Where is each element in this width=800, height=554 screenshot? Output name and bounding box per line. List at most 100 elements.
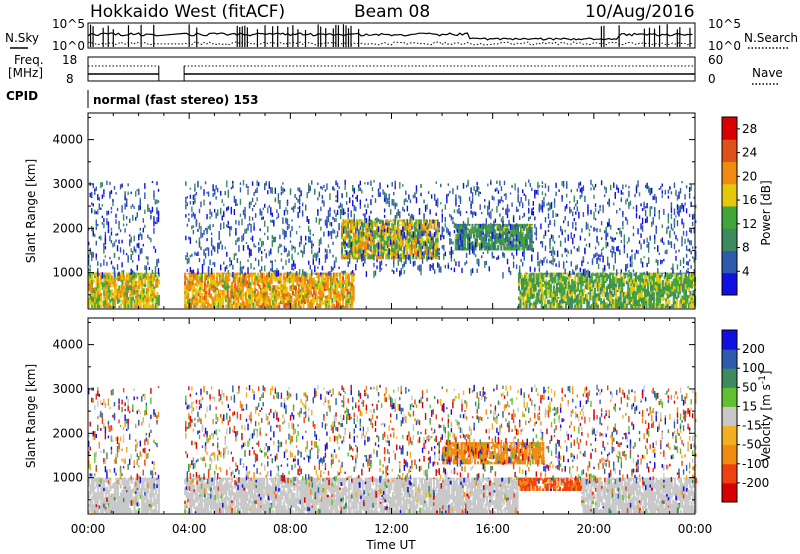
scatter-cell [588, 228, 591, 232]
echo-cell [485, 230, 488, 234]
scatter-cell [257, 241, 260, 246]
echo-cell [266, 299, 269, 304]
echo-cell [200, 280, 203, 283]
echo-cell [259, 288, 263, 290]
scatter-cell [529, 266, 531, 272]
scatter-cell [441, 217, 443, 223]
echo-cell [674, 296, 677, 299]
echo-cell [590, 278, 593, 284]
echo-cell [421, 224, 424, 230]
echo-cell [590, 272, 593, 274]
echo-cell [247, 288, 250, 291]
echo-cell [574, 275, 577, 282]
echo-cell [674, 292, 677, 297]
echo-cell [270, 305, 273, 309]
scatter-cell [499, 199, 501, 204]
echo-cell [519, 275, 522, 279]
echo-cell [116, 276, 119, 282]
scatter-cell [361, 258, 363, 262]
echo-cell [472, 230, 476, 234]
echo-cell [297, 277, 301, 282]
echo-cell [395, 227, 398, 232]
scatter-cell [110, 211, 113, 214]
echo-cell [675, 272, 678, 274]
echo-cell [145, 288, 148, 292]
scatter-cell [194, 193, 196, 197]
echo-cell [401, 250, 404, 256]
scatter-cell [308, 260, 310, 265]
echo-cell [322, 274, 325, 277]
echo-cell [657, 305, 660, 309]
echo-cell [656, 289, 659, 292]
echo-cell [610, 272, 613, 276]
echo-cell [672, 282, 675, 286]
echo-cell [125, 284, 129, 289]
scatter-cell [251, 216, 254, 221]
scatter-cell [443, 227, 445, 232]
echo-cell [583, 280, 586, 283]
echo-cell [378, 254, 381, 260]
scatter-cell [280, 191, 283, 195]
echo-cell [671, 285, 674, 290]
echo-cell [674, 283, 677, 287]
scatter-cell [226, 224, 228, 228]
echo-cell [419, 234, 422, 239]
scatter-cell [267, 190, 269, 195]
echo-cell [294, 299, 298, 304]
scatter-cell [522, 189, 524, 194]
echo-cell [135, 272, 138, 277]
echo-cell [263, 297, 266, 303]
echo-cell [279, 280, 282, 284]
echo-cell [415, 221, 418, 225]
scatter-cell [135, 216, 137, 221]
scatter-cell [488, 267, 491, 272]
echo-cell [683, 284, 686, 287]
echo-cell [578, 295, 581, 300]
echo-cell [94, 290, 97, 294]
echo-cell [665, 272, 668, 275]
echo-cell [205, 306, 208, 309]
scatter-cell [358, 232, 360, 236]
echo-cell [284, 303, 287, 309]
echo-cell [522, 290, 525, 295]
echo-cell [121, 280, 124, 285]
echo-cell [501, 229, 504, 234]
scatter-cell [312, 233, 314, 236]
echo-cell [150, 272, 153, 274]
scatter-cell [487, 183, 489, 187]
echo-cell [645, 288, 648, 292]
echo-cell [223, 288, 226, 292]
echo-cell [537, 291, 540, 295]
scatter-cell [552, 234, 554, 242]
echo-cell [288, 274, 291, 278]
nave-label: Nave [752, 66, 783, 80]
echo-cell [302, 282, 305, 288]
echo-cell [645, 294, 648, 298]
scatter-cell [602, 204, 604, 212]
echo-cell [383, 250, 386, 255]
echo-cell [381, 248, 385, 254]
scatter-cell [321, 194, 324, 199]
echo-cell [235, 272, 238, 274]
echo-cell [534, 283, 537, 289]
echo-cell [689, 273, 692, 278]
echo-cell [404, 222, 407, 227]
echo-cell [303, 284, 307, 288]
echo-cell [365, 244, 368, 250]
scatter-cell [573, 271, 575, 275]
scatter-cell [209, 201, 211, 205]
echo-cell [343, 220, 347, 224]
echo-cell [104, 293, 107, 298]
echo-cell [406, 238, 409, 244]
echo-cell [560, 272, 563, 278]
echo-cell [194, 292, 197, 295]
echo-cell [272, 292, 275, 298]
echo-cell [534, 296, 537, 301]
echo-cell [351, 232, 354, 235]
echo-cell [253, 305, 257, 309]
echo-cell [310, 288, 313, 291]
echo-cell [578, 289, 581, 296]
scatter-cell [230, 226, 233, 231]
echo-cell [527, 223, 530, 228]
scatter-cell [148, 237, 151, 240]
